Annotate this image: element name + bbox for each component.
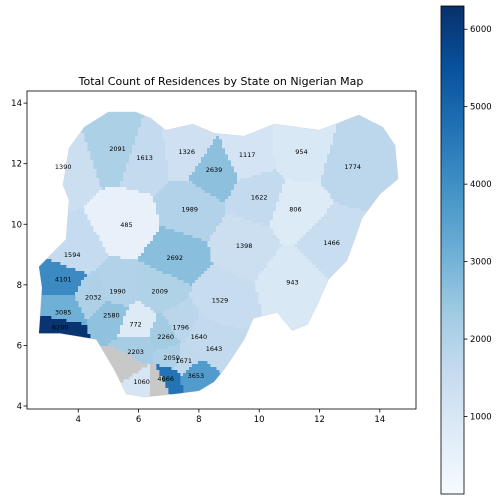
x-axis-ticks: 4 6 8 10 12 14 (76, 409, 386, 425)
x-tick-label: 12 (314, 415, 325, 425)
state-value-label: 2260 (157, 333, 174, 341)
y-tick-label: 12 (11, 160, 22, 170)
y-tick-label: 10 (11, 220, 22, 230)
state-value-label: 2580 (103, 312, 120, 320)
state-value-label: 2203 (127, 348, 144, 356)
state-value-label: 4666 (157, 375, 174, 383)
colorbar-tick-label: 2000 (470, 335, 492, 345)
state-value-label: 772 (129, 321, 141, 329)
state-value-label: 3085 (55, 309, 72, 317)
y-tick-label: 8 (17, 281, 22, 291)
y-tick-label: 4 (17, 402, 22, 412)
chart-title: Total Count of Residences by State on Ni… (78, 75, 364, 88)
state-value-label: 2091 (109, 145, 126, 153)
x-tick-label: 10 (254, 415, 265, 425)
state-value-label: 2032 (85, 293, 102, 301)
state-value-label: 1326 (179, 148, 196, 156)
state-value-label: 1640 (191, 333, 208, 341)
state-value-label: 1594 (64, 251, 81, 259)
state-value-label: 1622 (251, 194, 268, 202)
colorbar-ticks: 1000 2000 3000 4000 5000 6000 (464, 25, 492, 422)
colorbar-tick-label: 5000 (470, 103, 492, 113)
state-value-label: 1060 (133, 378, 150, 386)
state-value-label: 2009 (151, 287, 168, 295)
state-value-label: 6200 (52, 324, 69, 332)
state-value-label: 2692 (167, 254, 184, 262)
state-value-label: 1390 (55, 163, 72, 171)
state-value-label: 1643 (206, 345, 223, 353)
state-value-label: 3653 (188, 372, 205, 380)
state-value-label: 1117 (239, 151, 256, 159)
state-value-label: 1671 (176, 357, 193, 365)
state-value-label: 943 (286, 278, 298, 286)
colorbar-tick-label: 4000 (470, 180, 492, 190)
colorbar-tick-label: 1000 (470, 413, 492, 423)
state-value-label: 1774 (344, 163, 361, 171)
colorbar-tick-label: 3000 (470, 258, 492, 268)
x-tick-label: 6 (136, 415, 141, 425)
state-value-label: 954 (295, 148, 307, 156)
x-tick-label: 4 (76, 415, 81, 425)
y-tick-label: 14 (11, 99, 22, 109)
state-value-label: 1989 (182, 206, 199, 214)
state-value-label: 1466 (323, 239, 340, 247)
state-value-label: 4101 (55, 275, 72, 283)
y-axis-ticks: 4 6 8 10 12 14 (11, 99, 27, 412)
colorbar (441, 6, 464, 494)
y-tick-label: 6 (17, 341, 22, 351)
state-value-label: 1398 (236, 242, 253, 250)
colorbar-tick-label: 6000 (470, 25, 492, 35)
x-tick-label: 14 (374, 415, 385, 425)
state-value-label: 1613 (136, 154, 153, 162)
state-value-label: 806 (289, 206, 301, 214)
state-value-label: 1796 (173, 324, 190, 332)
state-value-label: 1990 (109, 287, 126, 295)
state-value-label: 2639 (206, 166, 223, 174)
state-value-label: 1529 (212, 297, 229, 305)
state-value-label: 485 (120, 221, 132, 229)
x-tick-label: 8 (196, 415, 201, 425)
